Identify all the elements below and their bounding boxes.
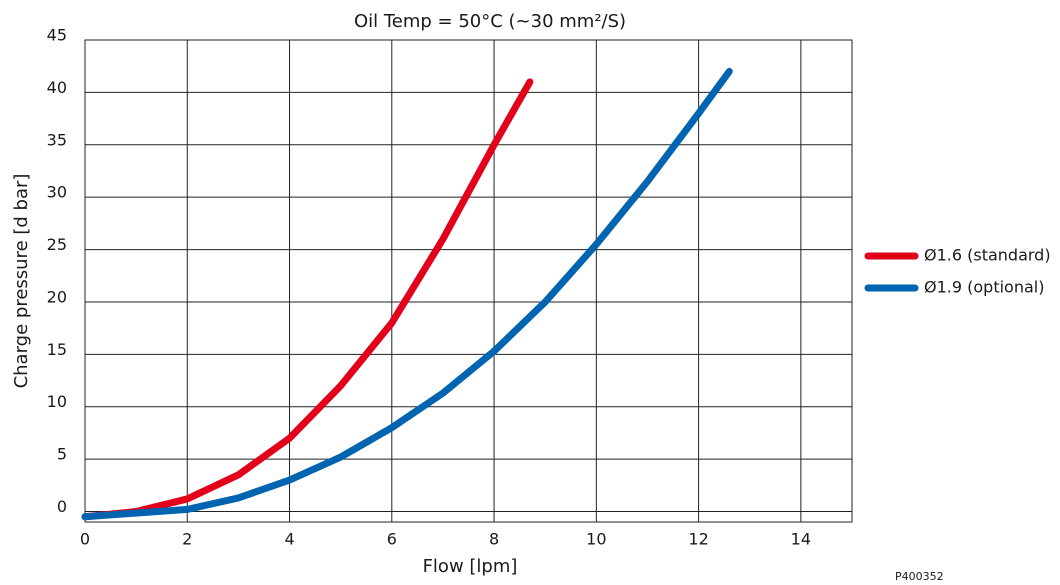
y-tick-label: 15: [47, 340, 67, 359]
y-tick-label: 0: [57, 497, 67, 516]
y-tick-label: 30: [47, 183, 67, 202]
series-line: [81, 78, 534, 521]
y-tick-label: 25: [47, 235, 67, 254]
x-tick-label: 8: [489, 530, 499, 549]
x-tick-label: 6: [387, 530, 397, 549]
x-tick-label: 10: [586, 530, 606, 549]
x-tick-label: 0: [80, 530, 90, 549]
x-tick-label: 12: [688, 530, 708, 549]
x-tick-label: 4: [284, 530, 294, 549]
x-tick-label: 2: [182, 530, 192, 549]
y-tick-label: 35: [47, 130, 67, 149]
legend-label: Ø1.6 (standard): [924, 246, 1051, 265]
x-tick-label: 14: [791, 530, 811, 549]
y-tick-label: 40: [47, 78, 67, 97]
y-tick-label: 20: [47, 287, 67, 306]
y-tick-label: 45: [47, 26, 67, 45]
y-tick-label: 10: [47, 392, 67, 411]
legend-label: Ø1.9 (optional): [924, 278, 1044, 297]
y-tick-label: 5: [57, 445, 67, 464]
x-axis-label: Flow [lpm]: [423, 556, 518, 577]
plot-area: [84, 39, 853, 523]
series-line: [81, 67, 733, 521]
figure-code: P400352: [895, 570, 944, 581]
chart-title: Oil Temp = 50°C (~30 mm²/S): [354, 11, 626, 32]
y-axis-label: Charge pressure [d bar]: [11, 174, 32, 389]
